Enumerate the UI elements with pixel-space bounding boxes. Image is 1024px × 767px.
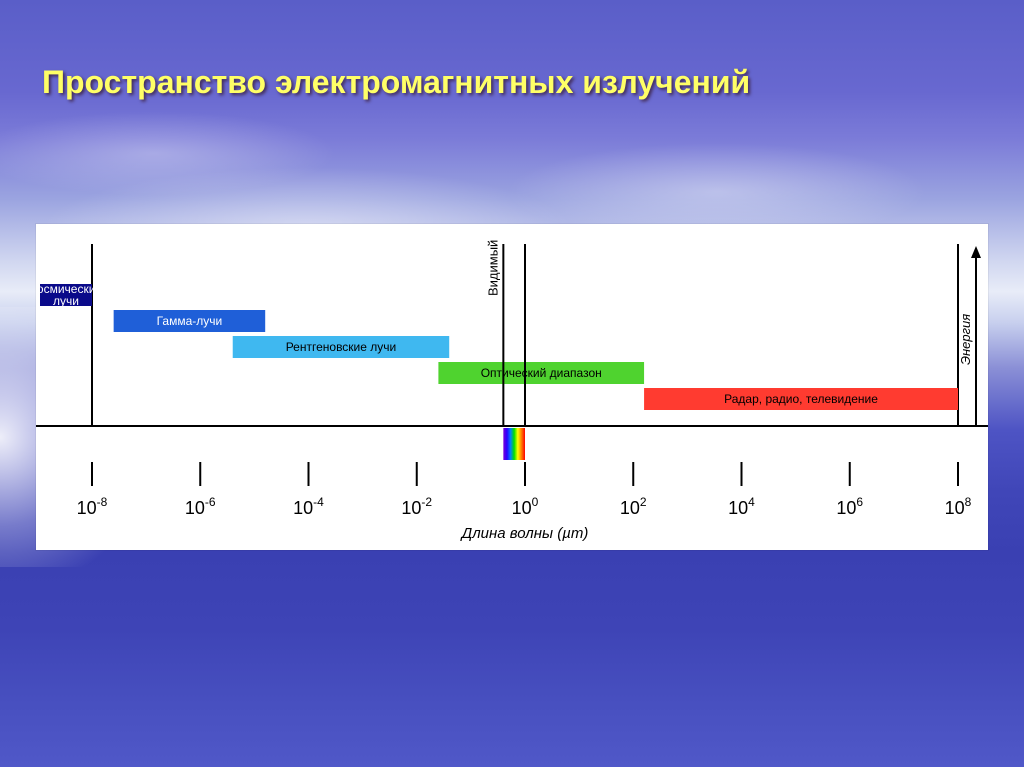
- tick-label: 10-6: [185, 495, 216, 518]
- energy-arrow-head: [971, 246, 981, 258]
- spectrum-chart: 10-8 10-6 10-4 10-2 100 102 104 106 108 Длина вол…: [36, 224, 988, 550]
- spectrum-svg: 10-8 10-6 10-4 10-2 100 102 104 106 108 Длина вол…: [36, 224, 988, 550]
- tick-label: 10-8: [77, 495, 108, 518]
- tick-label: 10-2: [401, 495, 432, 518]
- visible-label: Видимый: [485, 240, 500, 296]
- band-label: Рентгеновские лучи: [286, 340, 397, 354]
- band-label: Оптический диапазон: [481, 366, 602, 380]
- band-label: Радар, радио, телевидение: [724, 392, 878, 406]
- page-title: Пространство электромагнитных излучений: [42, 62, 750, 102]
- tick-label: 10-4: [293, 495, 324, 518]
- tick-label: 102: [620, 495, 647, 518]
- tick-label: 108: [945, 495, 972, 518]
- tick-label: 104: [728, 495, 755, 518]
- band-label: Гамма-лучи: [157, 314, 223, 328]
- visible-spectrum-strip: [503, 428, 525, 460]
- slide: Пространство электромагнитных излучений …: [0, 0, 1024, 767]
- x-axis-title: Длина волны (µm): [460, 525, 589, 542]
- energy-label: Энергия: [958, 314, 973, 365]
- tick-label: 100: [512, 495, 539, 518]
- tick-label: 106: [836, 495, 863, 518]
